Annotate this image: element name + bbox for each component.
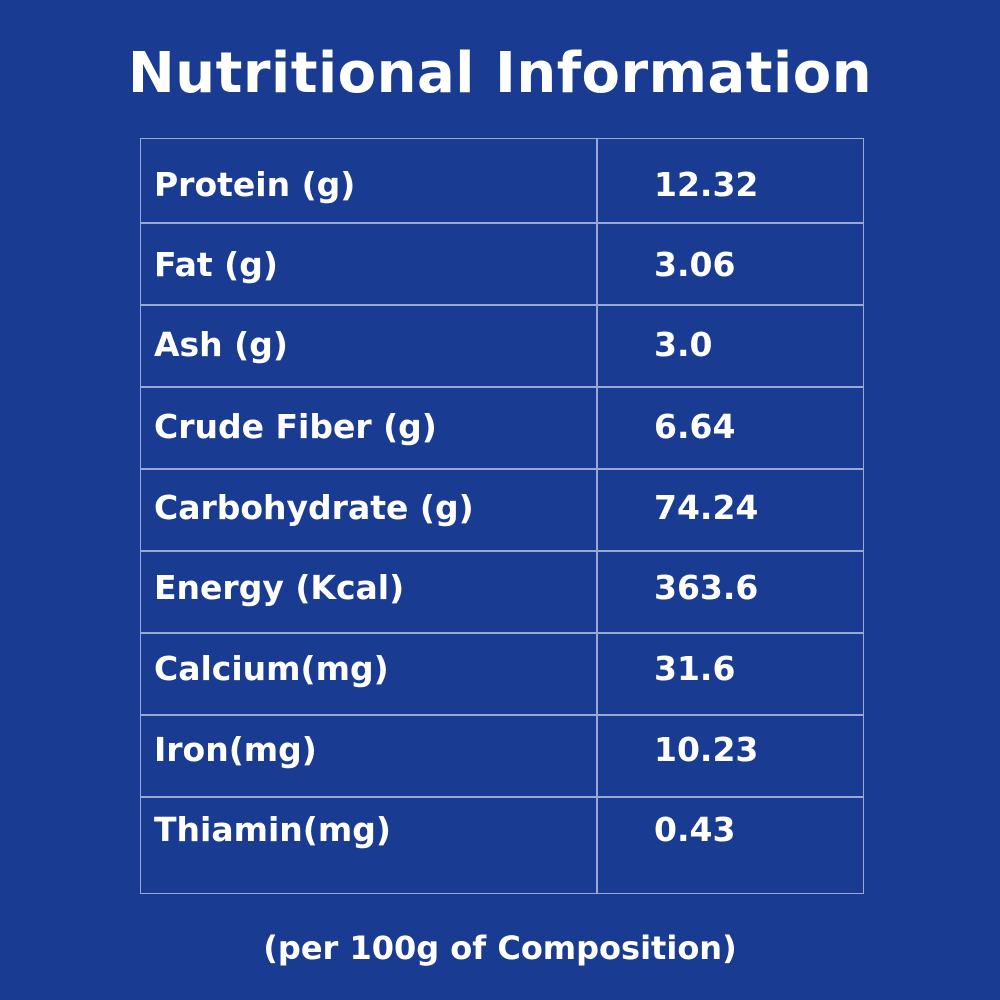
row-divider [141,386,863,388]
footnote: (per 100g of Composition) [263,929,737,967]
table-row: Protein (g) 12.32 [141,139,863,223]
row-divider [141,304,863,306]
table-row: Carbohydrate (g) 74.24 [141,469,863,551]
table-row: Ash (g) 3.0 [141,305,863,387]
nutrient-value: 12.32 [654,165,759,204]
nutrient-label: Crude Fiber (g) [154,407,437,446]
nutrient-label: Energy (Kcal) [154,568,405,607]
page-title: Nutritional Information [127,41,873,106]
nutrient-value: 6.64 [654,407,736,446]
row-divider [141,222,863,224]
row-divider [141,796,863,798]
row-divider [141,632,863,634]
nutrient-value: 31.6 [654,649,736,688]
table-row: Thiamin(mg) 0.43 [141,797,863,895]
nutrient-value: 3.0 [654,325,713,364]
table-row: Crude Fiber (g) 6.64 [141,387,863,469]
nutrient-label: Fat (g) [154,245,278,284]
nutrient-label: Iron(mg) [154,730,317,769]
nutrient-value: 74.24 [654,488,759,527]
nutrient-label: Thiamin(mg) [154,810,391,849]
row-divider [141,714,863,716]
nutrient-label: Protein (g) [154,165,356,204]
nutrient-label: Ash (g) [154,325,288,364]
nutrient-value: 0.43 [654,810,736,849]
nutrient-value: 363.6 [654,568,759,607]
nutrient-label: Calcium(mg) [154,649,389,688]
row-divider [141,468,863,470]
row-divider [141,550,863,552]
table-row: Fat (g) 3.06 [141,223,863,305]
nutrition-table: Protein (g) 12.32 Fat (g) 3.06 Ash (g) 3… [140,138,864,894]
nutrient-label: Carbohydrate (g) [154,488,474,527]
table-row: Iron(mg) 10.23 [141,715,863,797]
column-divider [596,139,598,893]
nutrient-value: 10.23 [654,730,759,769]
table-row: Calcium(mg) 31.6 [141,633,863,715]
nutrient-value: 3.06 [654,245,736,284]
table-row: Energy (Kcal) 363.6 [141,551,863,633]
